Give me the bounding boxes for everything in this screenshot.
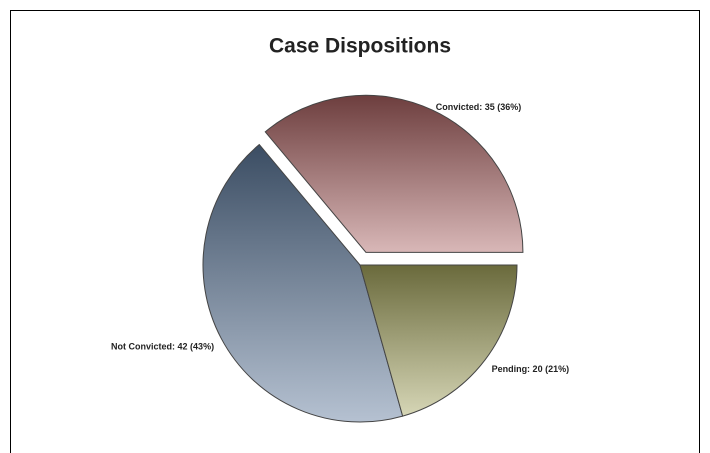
slice-label: Not Convicted: 42 (43%) [111,341,214,351]
pie-slice [202,143,404,423]
pie-slice [359,264,518,417]
slice-label: Pending: 20 (21%) [492,364,570,374]
pie-slice [264,94,524,253]
chart-title: Case Dispositions [269,35,451,58]
slice-label: Convicted: 35 (36%) [436,102,522,112]
